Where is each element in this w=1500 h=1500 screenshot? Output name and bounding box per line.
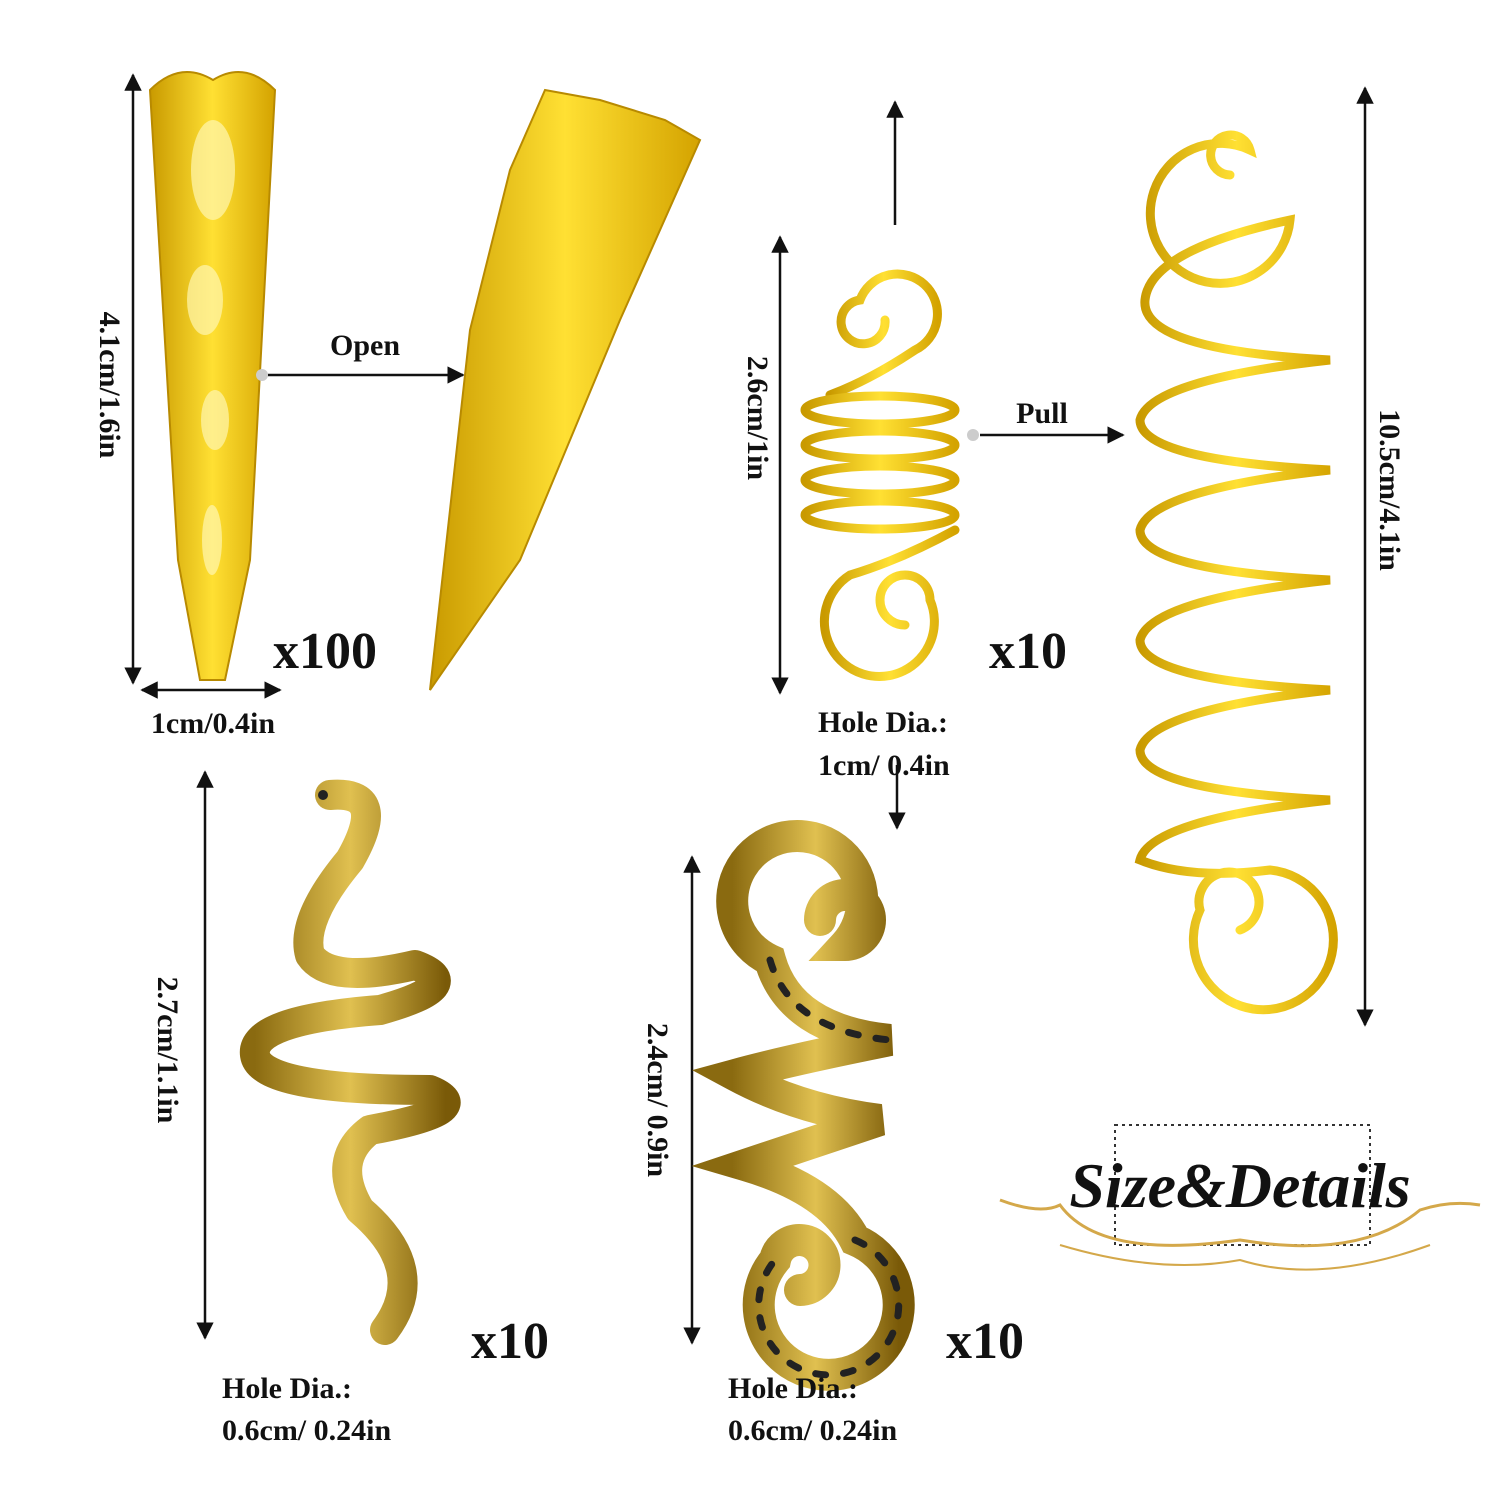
opened-cone-shape bbox=[429, 88, 702, 691]
quantity: x10 bbox=[471, 1313, 549, 1370]
extended-height-label: 10.5cm/4.1in bbox=[1373, 409, 1406, 571]
action-label: Pull bbox=[1016, 397, 1068, 430]
swirl-pattern bbox=[755, 956, 903, 1379]
extended-coil-shape bbox=[1134, 130, 1338, 1015]
height-label: 2.4cm/ 0.9in bbox=[641, 1023, 674, 1177]
badge-ornament bbox=[1059, 1244, 1431, 1271]
cone-shape bbox=[148, 71, 277, 681]
snake-eye bbox=[318, 790, 328, 800]
cone-group: 4.1cm/1.6in 1cm/0.4in Open x100 bbox=[93, 71, 702, 740]
coil-shape bbox=[800, 269, 960, 681]
quantity: x10 bbox=[989, 623, 1067, 680]
hole-label: Hole Dia.: bbox=[222, 1372, 352, 1405]
swirl-group: 2.4cm/ 0.9in x10 Hole Dia.: 0.6cm/ 0.24i… bbox=[641, 820, 1024, 1447]
snake-group: 2.7cm/1.1in x10 Hole Dia.: 0.6cm/ 0.24in bbox=[151, 770, 549, 1447]
dot bbox=[967, 429, 979, 441]
hole-label: Hole Dia.: bbox=[818, 706, 948, 739]
quantity: x100 bbox=[273, 623, 377, 680]
action-label: Open bbox=[330, 329, 400, 362]
hole-size: 0.6cm/ 0.24in bbox=[728, 1414, 897, 1447]
hole-size: 1cm/ 0.4in bbox=[818, 749, 950, 782]
width-label: 1cm/0.4in bbox=[151, 707, 275, 740]
snake-shape bbox=[239, 779, 461, 1345]
hole-label: Hole Dia.: bbox=[728, 1372, 858, 1405]
badge-frame bbox=[1114, 1124, 1371, 1246]
dot bbox=[256, 369, 268, 381]
coil-group: 2.6cm/1in Pull x10 Hole Dia.: 1cm/ 0.4in… bbox=[741, 86, 1406, 1027]
hole-size: 0.6cm/ 0.24in bbox=[222, 1414, 391, 1447]
badge-title: Size&Details bbox=[1069, 1150, 1410, 1221]
badge-ornament bbox=[999, 1198, 1481, 1248]
height-label: 4.1cm/1.6in bbox=[93, 312, 126, 459]
badge: Size&Details bbox=[999, 1124, 1481, 1271]
height-label: 2.6cm/1in bbox=[741, 356, 774, 480]
quantity: x10 bbox=[946, 1313, 1024, 1370]
height-label: 2.7cm/1.1in bbox=[151, 977, 184, 1124]
cone-filigree bbox=[187, 120, 235, 575]
